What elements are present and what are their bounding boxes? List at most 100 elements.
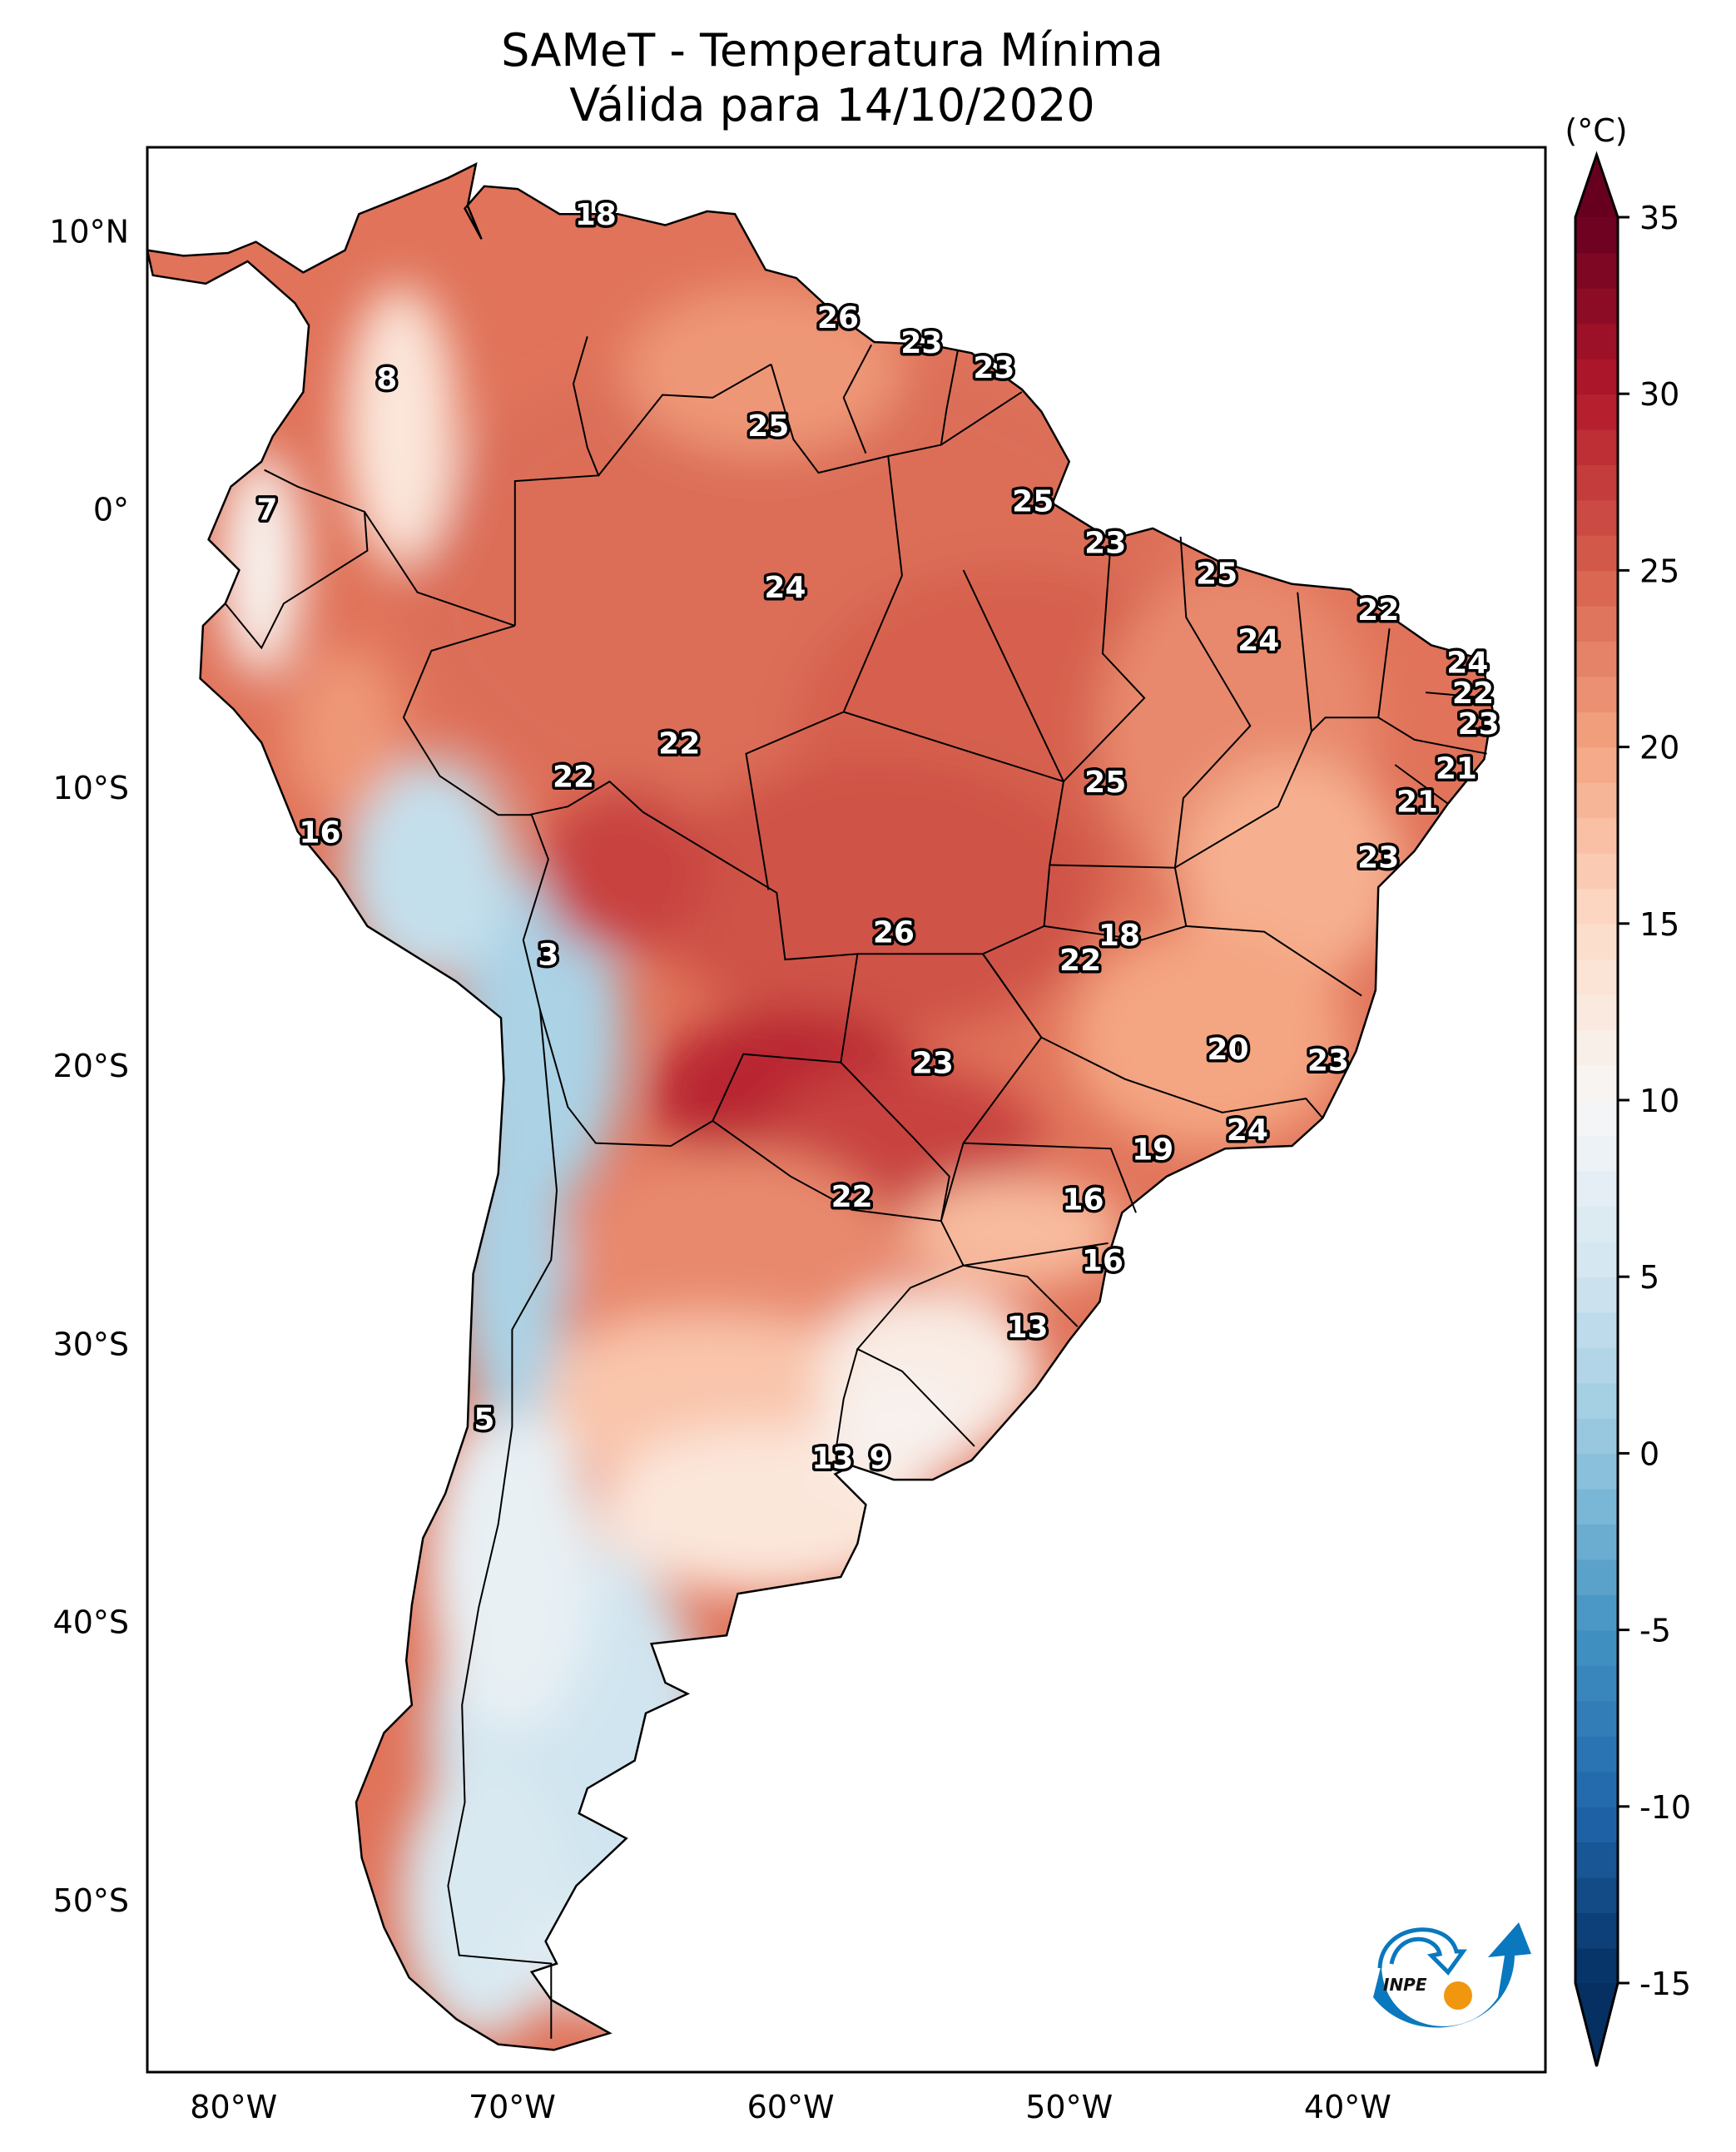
station-value-label: 25 bbox=[747, 409, 789, 444]
border-line bbox=[447, 1009, 558, 2039]
station-value-label: 20 bbox=[1207, 1033, 1248, 1067]
x-tick-label: 70°W bbox=[469, 2089, 556, 2125]
temperature-region bbox=[345, 285, 457, 565]
colorbar-band bbox=[1575, 323, 1618, 359]
colorbar-tick-label: 25 bbox=[1639, 553, 1679, 589]
y-axis-ticks: 10°N 0° 10°S 20°S 30°S 40°S 50°S bbox=[49, 213, 129, 1918]
colorbar-band bbox=[1575, 1947, 1618, 1984]
border-line bbox=[224, 511, 369, 650]
colorbar-band bbox=[1575, 1064, 1618, 1101]
colorbar-band bbox=[1575, 1170, 1618, 1207]
temperature-region bbox=[400, 1760, 568, 2040]
temperature-region bbox=[818, 1371, 986, 1483]
colorbar-band bbox=[1575, 1559, 1618, 1595]
border-line bbox=[1377, 717, 1487, 755]
colorbar-band bbox=[1575, 1594, 1618, 1631]
border-line bbox=[745, 455, 903, 890]
border-line bbox=[1173, 536, 1252, 868]
x-tick-label: 60°W bbox=[747, 2089, 835, 2125]
station-value-label: 23 bbox=[1084, 527, 1126, 561]
colorbar-band bbox=[1575, 1382, 1618, 1419]
colorbar-band bbox=[1575, 676, 1618, 712]
colorbar-band bbox=[1575, 1417, 1618, 1455]
coastline bbox=[147, 161, 1494, 2051]
colorbar: 35 30 25 20 15 10 5 0 -5 -10 -15 (°C) bbox=[1565, 112, 1691, 2067]
colorbar-band bbox=[1575, 464, 1618, 501]
colorbar-tick-label: -15 bbox=[1639, 1966, 1691, 2002]
colorbar-band bbox=[1575, 1735, 1618, 1773]
plot-frame bbox=[146, 146, 1547, 2074]
station-value-label: 22 bbox=[831, 1180, 873, 1214]
logo-text: INPE bbox=[1383, 1975, 1427, 1995]
border-line bbox=[1426, 692, 1490, 699]
station-value-label: 25 bbox=[1196, 557, 1238, 591]
station-value-label: 23 bbox=[1357, 840, 1399, 875]
station-value-label: 26 bbox=[873, 916, 915, 950]
temperature-region bbox=[219, 453, 304, 677]
colorbar-band bbox=[1575, 712, 1618, 748]
border-line bbox=[1173, 867, 1362, 997]
colorbar-band bbox=[1575, 1100, 1618, 1137]
station-value-label: 24 bbox=[1227, 1113, 1268, 1148]
colorbar-band bbox=[1575, 1806, 1618, 1843]
colorbar-tick-label: 30 bbox=[1639, 376, 1679, 413]
station-value-label: 23 bbox=[912, 1047, 954, 1081]
border-line bbox=[963, 1242, 1109, 1267]
country-borders bbox=[224, 336, 1490, 2039]
border-line bbox=[940, 350, 959, 445]
y-tick-label: 0° bbox=[93, 492, 129, 528]
station-value-label: 8 bbox=[376, 362, 397, 396]
station-value-label: 22 bbox=[553, 760, 594, 794]
colorbar-bands bbox=[1575, 155, 1618, 2066]
border-line bbox=[856, 1220, 975, 1447]
station-value-label: 5 bbox=[474, 1403, 494, 1437]
colorbar-band bbox=[1575, 570, 1618, 607]
y-tick-label: 20°S bbox=[53, 1048, 129, 1084]
border-line bbox=[962, 569, 1064, 782]
border-line bbox=[963, 1142, 1137, 1213]
colorbar-tick-label: 5 bbox=[1639, 1259, 1659, 1296]
temperature-region bbox=[428, 1398, 596, 1733]
colorbar-band bbox=[1575, 499, 1618, 536]
station-value-label: 26 bbox=[817, 301, 859, 335]
colorbar-band bbox=[1575, 252, 1618, 289]
station-value-label: 23 bbox=[1458, 707, 1500, 741]
colorbar-extend-max bbox=[1575, 155, 1618, 217]
station-value-label: 22 bbox=[1452, 677, 1494, 711]
colorbar-band bbox=[1575, 959, 1618, 995]
colorbar-band bbox=[1575, 358, 1618, 394]
station-value-label: 24 bbox=[1446, 646, 1488, 680]
colorbar-tick-label: -5 bbox=[1639, 1613, 1671, 1649]
border-line bbox=[834, 1348, 859, 1455]
station-value-label: 21 bbox=[1436, 751, 1477, 786]
temperature-region bbox=[1180, 759, 1404, 983]
temperature-region bbox=[1069, 925, 1348, 1149]
station-value-label: 23 bbox=[900, 326, 942, 360]
border-line bbox=[770, 364, 1023, 474]
colorbar-band bbox=[1575, 1206, 1618, 1242]
colorbar-band bbox=[1575, 429, 1618, 465]
border-line bbox=[598, 363, 772, 477]
x-tick-label: 80°W bbox=[190, 2089, 277, 2125]
temperature-region bbox=[651, 758, 1098, 1038]
y-tick-label: 30°S bbox=[53, 1326, 129, 1362]
colorbar-band bbox=[1575, 217, 1618, 254]
station-value-label: 19 bbox=[1132, 1133, 1173, 1167]
x-axis-ticks: 80°W 70°W 60°W 50°W 40°W bbox=[190, 2089, 1391, 2125]
station-value-label: 9 bbox=[870, 1441, 890, 1475]
colorbar-band bbox=[1575, 1241, 1618, 1277]
border-line bbox=[1043, 865, 1187, 941]
colorbar-band bbox=[1575, 1029, 1618, 1066]
colorbar-band bbox=[1575, 394, 1618, 430]
title-line-2: Válida para 14/10/2020 bbox=[569, 79, 1095, 131]
border-line bbox=[1063, 539, 1146, 782]
y-tick-label: 10°N bbox=[49, 213, 129, 250]
colorbar-band bbox=[1575, 1877, 1618, 1913]
colorbar-unit-label: (°C) bbox=[1565, 112, 1627, 149]
station-value-label: 18 bbox=[1099, 919, 1140, 953]
station-value-label: 23 bbox=[1307, 1044, 1349, 1078]
colorbar-extend-min bbox=[1575, 1983, 1618, 2066]
colorbar-tick-label: -10 bbox=[1639, 1789, 1691, 1826]
station-value-label: 22 bbox=[658, 726, 700, 761]
